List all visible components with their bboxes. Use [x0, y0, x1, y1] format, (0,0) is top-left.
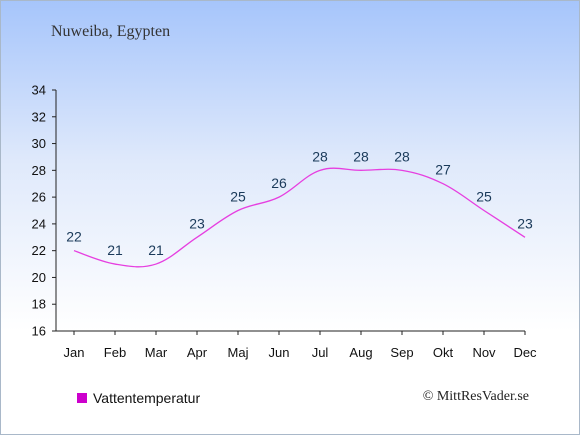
data-label: 23: [517, 215, 533, 231]
y-tick-label: 16: [32, 324, 46, 339]
x-tick-label: Sep: [390, 345, 413, 360]
data-labels: 22 21 21 23 25 26 28 28 28 27 25 23: [66, 148, 533, 258]
data-label: 27: [435, 162, 451, 178]
x-tick-label: Jan: [64, 345, 85, 360]
x-tick-label: Apr: [187, 345, 208, 360]
data-label: 28: [312, 148, 328, 164]
data-label: 21: [107, 242, 123, 258]
x-tick-label: Jun: [269, 345, 290, 360]
data-label: 22: [66, 229, 82, 245]
x-tick-label: Nov: [472, 345, 496, 360]
data-label: 21: [148, 242, 164, 258]
y-tick-label: 20: [32, 270, 46, 285]
y-tick-label: 22: [32, 243, 46, 258]
y-tick-label: 26: [32, 190, 46, 205]
data-label: 26: [271, 175, 287, 191]
y-ticks: 16 18 20 22 24 26 28 30 32 34: [32, 83, 56, 339]
legend-label: Vattentemperatur: [93, 390, 201, 406]
y-tick-label: 32: [32, 109, 46, 124]
y-tick-label: 18: [32, 297, 46, 312]
x-tick-label: Dec: [513, 345, 537, 360]
data-label: 28: [353, 148, 369, 164]
y-tick-label: 34: [32, 83, 46, 98]
legend: Vattentemperatur: [77, 390, 200, 406]
data-label: 25: [476, 189, 492, 205]
copyright-text: © MittResVader.se: [422, 389, 529, 404]
y-tick-label: 30: [32, 136, 46, 151]
x-ticks: Jan Feb Mar Apr Maj Jun Jul Aug Sep Okt Nov Dec: [64, 331, 537, 360]
location-title: Nuweiba, Egypten: [51, 23, 171, 40]
series-line-vattentemperatur: [73, 167, 526, 268]
data-label: 28: [394, 148, 410, 164]
legend-swatch: [77, 393, 87, 403]
y-tick-label: 24: [32, 216, 46, 231]
x-tick-label: Aug: [349, 345, 372, 360]
data-label: 25: [230, 189, 246, 205]
x-tick-label: Mar: [145, 345, 168, 360]
x-tick-label: Feb: [104, 345, 126, 360]
data-label: 23: [189, 215, 205, 231]
y-tick-label: 28: [32, 163, 46, 178]
x-tick-label: Okt: [433, 345, 454, 360]
x-tick-label: Maj: [228, 345, 249, 360]
x-tick-label: Jul: [312, 345, 329, 360]
